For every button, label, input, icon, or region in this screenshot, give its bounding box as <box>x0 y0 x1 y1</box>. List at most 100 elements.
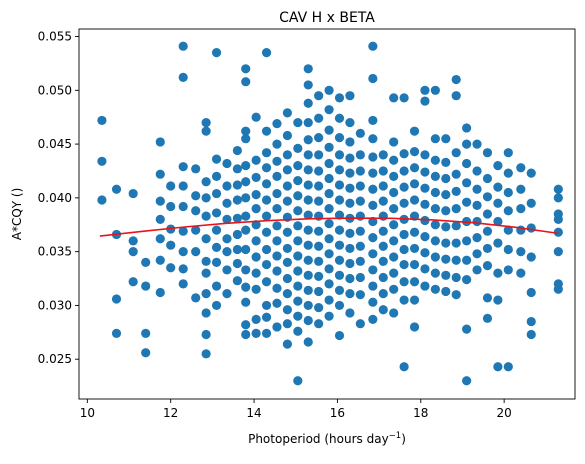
data-point <box>482 243 493 254</box>
data-point <box>303 117 313 128</box>
data-point <box>314 256 324 266</box>
data-point <box>261 277 272 287</box>
data-point <box>420 199 430 209</box>
data-point <box>222 158 232 169</box>
data-point <box>251 155 261 165</box>
y-tick-label: 0.030 <box>38 298 72 312</box>
data-point <box>201 268 211 278</box>
data-point <box>430 134 440 144</box>
chart-title: CAV H x BETA <box>279 10 375 26</box>
data-point <box>516 268 526 278</box>
data-point <box>334 180 345 190</box>
y-tick-label: 0.035 <box>38 245 72 259</box>
data-point <box>493 198 503 208</box>
data-point <box>111 328 122 338</box>
data-point <box>314 226 324 236</box>
data-point <box>334 270 345 280</box>
data-point <box>553 227 563 237</box>
data-point <box>241 126 251 136</box>
data-point <box>128 188 138 199</box>
data-point <box>293 191 303 201</box>
data-point <box>472 139 482 149</box>
data-point <box>462 236 472 246</box>
data-point <box>303 80 313 90</box>
data-point <box>420 167 430 177</box>
data-point <box>222 265 232 275</box>
data-point <box>178 247 188 257</box>
data-point <box>314 271 324 281</box>
data-point <box>462 123 472 133</box>
data-point <box>430 85 440 95</box>
x-tick-label: 16 <box>330 406 345 420</box>
data-point <box>201 117 211 128</box>
data-point <box>503 148 513 158</box>
data-point <box>462 376 472 386</box>
data-point <box>211 257 222 267</box>
data-point <box>261 179 272 189</box>
data-point <box>441 206 451 216</box>
data-point <box>420 281 430 291</box>
data-point <box>368 233 378 243</box>
data-point <box>201 329 211 340</box>
data-point <box>201 234 211 244</box>
data-point <box>324 125 334 135</box>
axes-frame <box>78 28 576 400</box>
data-point <box>441 222 451 232</box>
data-point <box>141 281 151 291</box>
data-point <box>211 171 222 181</box>
data-point <box>420 248 430 258</box>
data-point <box>368 297 378 307</box>
data-point <box>482 173 493 184</box>
data-point <box>334 300 345 311</box>
data-point <box>261 126 272 136</box>
data-point <box>368 216 378 227</box>
data-point <box>241 244 251 255</box>
data-point <box>493 268 503 278</box>
data-point <box>97 115 107 126</box>
data-point <box>272 156 282 166</box>
data-point <box>232 244 242 255</box>
data-point <box>201 211 211 221</box>
data-point <box>368 168 378 178</box>
data-point <box>493 216 503 227</box>
data-point <box>472 233 482 243</box>
data-point <box>303 135 313 145</box>
data-point <box>293 117 303 128</box>
data-point <box>409 126 420 136</box>
data-point <box>232 213 242 223</box>
data-point <box>314 241 324 251</box>
data-point <box>303 98 313 108</box>
data-point <box>430 204 440 214</box>
data-point <box>201 349 211 359</box>
data-point <box>314 319 324 329</box>
data-point <box>293 221 303 231</box>
data-point <box>355 128 365 138</box>
data-point <box>222 214 232 224</box>
data-point <box>420 231 430 242</box>
data-point <box>324 264 334 274</box>
data-point <box>399 244 409 255</box>
data-point <box>241 64 251 74</box>
data-point <box>324 219 334 229</box>
data-point <box>222 288 232 299</box>
data-point <box>282 339 292 349</box>
data-point <box>282 150 292 160</box>
data-point <box>334 93 345 103</box>
data-point <box>155 214 165 224</box>
data-point <box>334 150 345 160</box>
data-point <box>441 190 451 200</box>
data-point <box>503 265 513 275</box>
data-point <box>526 223 536 233</box>
data-point <box>201 308 211 318</box>
data-point <box>409 147 420 157</box>
data-point <box>211 300 222 311</box>
data-point <box>472 184 482 194</box>
data-point <box>272 139 282 149</box>
data-point <box>399 182 409 192</box>
data-point <box>261 259 272 270</box>
data-point <box>251 328 261 338</box>
data-point <box>241 211 251 221</box>
data-point <box>355 241 365 251</box>
y-tick-label: 0.040 <box>38 191 72 205</box>
